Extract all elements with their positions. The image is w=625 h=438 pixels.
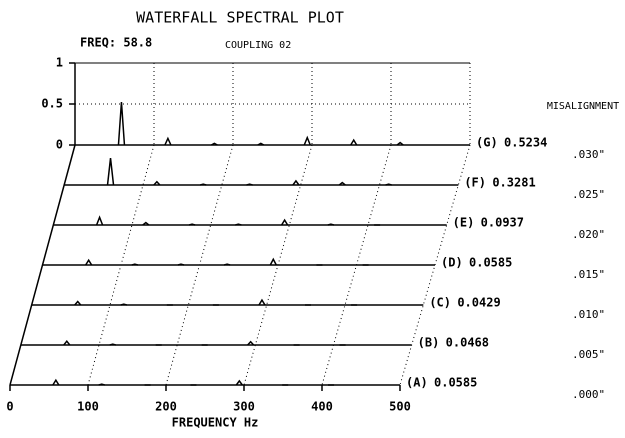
spectrum-peak (246, 183, 253, 186)
series-misalignment: .015" (572, 268, 605, 281)
series-value: 0.0585 (434, 376, 477, 390)
spectrum-peak (188, 223, 196, 226)
spectrum-peak (85, 258, 93, 266)
spectrum-peak (350, 138, 358, 146)
spectrum-peak (303, 135, 311, 146)
spectrum-peak (164, 136, 172, 146)
series-name: (F) (464, 176, 486, 190)
y-tick-label: 0.5 (41, 97, 63, 111)
series-value: 0.0468 (446, 336, 489, 350)
spectrum-peak (52, 378, 60, 386)
spectrum-peak (258, 298, 266, 306)
spectrum-peak (327, 223, 335, 226)
spectrum-peak (74, 300, 82, 306)
series-misalignment: .025" (572, 188, 605, 201)
spectrum-peak (200, 183, 207, 186)
spectrum-peak (280, 218, 289, 226)
spectrum-peak (269, 257, 277, 266)
x-tick-label: 300 (233, 400, 255, 414)
spectrum-peak (63, 339, 71, 346)
freq-label: FREQ: 58.8 (80, 36, 152, 50)
spectrum-peak (210, 142, 218, 146)
spectrum-peak (95, 215, 104, 226)
series-value: 0.5234 (504, 136, 547, 150)
spectrum-peak (292, 179, 300, 186)
spectrum-peak (235, 223, 242, 226)
spectrum-peak (98, 383, 105, 386)
x-tick-label: 400 (311, 400, 333, 414)
spectrum-peak (235, 379, 243, 386)
spectrum-peak (153, 180, 161, 186)
x-axis-label: FREQUENCY Hz (172, 416, 259, 430)
series-misalignment: .030" (572, 148, 605, 161)
subtitle: COUPLING 02 (225, 40, 291, 51)
x-tick-label: 0 (6, 400, 13, 414)
spectrum-peak (177, 263, 185, 266)
series-misalignment: .000" (572, 388, 605, 401)
spectrum-peak (117, 102, 126, 146)
series-axis-label: MISALIGNMENT (547, 101, 619, 112)
series-misalignment: .005" (572, 348, 605, 361)
series-name: (E) (453, 216, 475, 230)
spectrum-peak (338, 181, 346, 186)
series-value: 0.3281 (492, 176, 535, 190)
y-tick-label: 1 (56, 56, 63, 70)
spectrum-peak (247, 340, 255, 346)
series-name: (G) (476, 136, 498, 150)
x-tick-label: 200 (155, 400, 177, 414)
spectrum-peak (120, 303, 127, 306)
y-tick-label: 0 (56, 138, 63, 152)
series-value: 0.0937 (481, 216, 524, 230)
x-tick-label: 100 (77, 400, 99, 414)
series-name: (B) (418, 336, 440, 350)
spectrum-peak (396, 141, 404, 146)
spectrum-peak (223, 263, 231, 266)
series-value: 0.0429 (457, 296, 500, 310)
spectrum-peak (142, 221, 150, 226)
spectrum-peak (109, 343, 116, 346)
series-name: (C) (429, 296, 451, 310)
spectrum-peak (106, 158, 115, 186)
x-tick-label: 500 (389, 400, 411, 414)
spectrum-peak (131, 263, 139, 266)
series-misalignment: .020" (572, 228, 605, 241)
spectrum-peak (385, 183, 392, 186)
spectrum-peak (257, 142, 265, 146)
series-value: 0.0585 (469, 256, 512, 270)
series-name: (A) (406, 376, 428, 390)
chart-title: WATERFALL SPECTRAL PLOT (136, 9, 344, 27)
series-misalignment: .010" (572, 308, 605, 321)
series-name: (D) (441, 256, 463, 270)
